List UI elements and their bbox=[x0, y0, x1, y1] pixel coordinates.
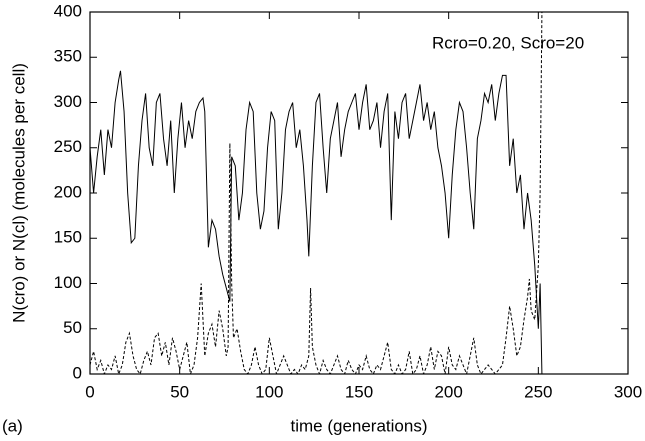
y-tick-label: 150 bbox=[54, 228, 82, 247]
x-tick-label: 0 bbox=[85, 382, 94, 401]
y-tick-label: 0 bbox=[73, 363, 82, 382]
plot-lines bbox=[90, 12, 543, 374]
solid-line bbox=[90, 70, 543, 374]
dashed-line bbox=[90, 12, 543, 374]
y-tick-label: 300 bbox=[54, 92, 82, 111]
y-axis-label: N(cro) or N(cl) (molecules per cell) bbox=[9, 63, 28, 323]
y-tick-label: 100 bbox=[54, 273, 82, 292]
x-tick-label: 300 bbox=[614, 382, 642, 401]
x-tick-label: 100 bbox=[255, 382, 283, 401]
x-tick-label: 150 bbox=[345, 382, 373, 401]
y-tick-label: 200 bbox=[54, 182, 82, 201]
y-tick-label: 350 bbox=[54, 47, 82, 66]
y-tick-label: 250 bbox=[54, 137, 82, 156]
y-tick-label: 400 bbox=[54, 1, 82, 20]
x-tick-label: 250 bbox=[524, 382, 552, 401]
y-tick-label: 50 bbox=[63, 318, 82, 337]
x-tick-label: 200 bbox=[434, 382, 462, 401]
panel-label: (a) bbox=[2, 416, 23, 435]
annotation: Rcro=0.20, Scro=20 bbox=[432, 33, 584, 52]
x-tick-label: 50 bbox=[170, 382, 189, 401]
x-axis-label: time (generations) bbox=[290, 416, 427, 435]
plot-frame bbox=[89, 11, 629, 375]
